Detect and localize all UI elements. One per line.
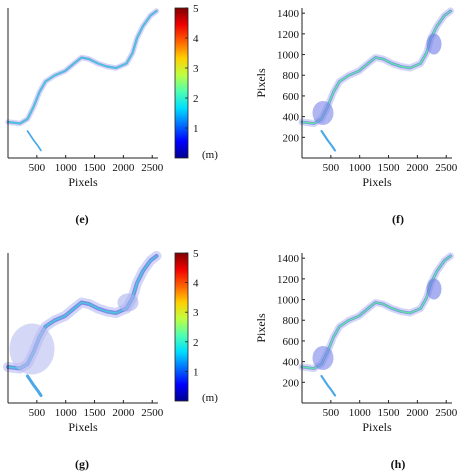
- colorbar: 1 2 3 4 5 (m): [174, 3, 218, 161]
- panel-caption: (g): [75, 457, 89, 471]
- river-branch: [320, 129, 337, 152]
- deep-area: [312, 346, 334, 370]
- x-tick-label: 2500: [141, 162, 164, 174]
- panel-caption: (f): [392, 212, 404, 226]
- colorbar-tick-label: 4: [193, 278, 199, 290]
- x-axis-title: Pixels: [68, 175, 98, 189]
- y-axis-title: Pixels: [254, 313, 268, 343]
- y-tick-label: 1400: [277, 8, 300, 20]
- river-thalweg: [7, 10, 158, 125]
- depth-map-g: [3, 251, 162, 397]
- y-tick-label: 600: [283, 91, 300, 103]
- colorbar-tick-label: 1: [193, 123, 199, 135]
- river-channel: [6, 9, 158, 125]
- y-tick-label: 800: [283, 70, 300, 82]
- panel-caption: (e): [75, 212, 88, 226]
- x-tick-label: 2000: [406, 162, 429, 174]
- x-axis-title: Pixels: [362, 175, 392, 189]
- x-tick-label: 2000: [406, 407, 429, 419]
- y-tick-label: 400: [283, 112, 300, 124]
- deep-area: [426, 33, 442, 55]
- colorbar-unit: (m): [202, 392, 218, 404]
- x-tick-label: 1000: [55, 162, 78, 174]
- x-axis-title: Pixels: [68, 420, 98, 434]
- depth-map-h: [298, 252, 454, 397]
- y-tick-label: 1200: [277, 274, 300, 286]
- y-tick-label: 1200: [277, 29, 300, 41]
- x-tick-label: 2000: [112, 162, 135, 174]
- y-tick-label: 1400: [277, 253, 300, 265]
- river-branch: [26, 130, 42, 152]
- panel-g: 500 1000 1500 2000 2500 Pixels (g) 1 2 3 4 5 (m): [3, 248, 218, 471]
- x-tick-label: 500: [29, 162, 46, 174]
- x-tick-label: 500: [323, 407, 340, 419]
- y-tick-label: 800: [283, 315, 300, 327]
- colorbar-tick-label: 4: [193, 33, 199, 45]
- colorbar-tick-label: 2: [193, 93, 199, 105]
- x-tick-label: 1500: [378, 162, 401, 174]
- x-tick-label: 2500: [141, 407, 164, 419]
- x-tick-label: 1500: [84, 162, 107, 174]
- y-tick-label: 200: [283, 132, 300, 144]
- flood-area: [9, 323, 55, 375]
- deep-area: [312, 101, 334, 125]
- x-tick-label: 1000: [349, 407, 372, 419]
- colorbar-tick-label: 2: [193, 337, 199, 349]
- colorbar-tick-label: 5: [193, 3, 199, 15]
- y-axis-title: Pixels: [254, 68, 268, 98]
- colorbar-gradient: [174, 7, 189, 159]
- panel-caption: (h): [391, 457, 406, 471]
- x-tick-label: 1000: [55, 407, 78, 419]
- river-area: [5, 8, 160, 127]
- colorbar-unit: (m): [202, 149, 218, 161]
- x-tick-label: 1500: [378, 407, 401, 419]
- depth-map-f: [298, 7, 454, 152]
- river-branch: [26, 374, 43, 397]
- x-tick-label: 1000: [349, 162, 372, 174]
- y-tick-label: 1000: [277, 50, 300, 62]
- river-branch: [320, 374, 337, 397]
- panel-e: 500 1000 1500 2000 2500 Pixels (e) 1 2 3 4 5 (m): [5, 3, 218, 226]
- x-tick-label: 2000: [112, 407, 135, 419]
- colorbar-tick-label: 3: [193, 63, 199, 75]
- colorbar-gradient: [174, 252, 189, 402]
- colorbar-tick-label: 1: [193, 366, 199, 378]
- y-tick-label: 600: [283, 336, 300, 348]
- panel-h: 500 1000 1500 2000 2500 200 400 600 800 1000 1200 1…: [254, 252, 458, 471]
- x-axis-title: Pixels: [362, 420, 392, 434]
- x-tick-label: 500: [323, 162, 340, 174]
- panel-f: 500 1000 1500 2000 2500 200 400 600 800 1000 1200 1…: [254, 7, 458, 226]
- x-tick-label: 2500: [435, 162, 458, 174]
- depth-map-e: [5, 8, 160, 152]
- y-tick-label: 1000: [277, 295, 300, 307]
- y-tick-label: 400: [283, 357, 300, 369]
- x-tick-label: 500: [29, 407, 46, 419]
- colorbar-tick-label: 5: [193, 248, 199, 260]
- colorbar: 1 2 3 4 5 (m): [174, 248, 218, 404]
- y-tick-label: 200: [283, 377, 300, 389]
- flood-area: [117, 293, 139, 312]
- deep-area: [426, 278, 442, 300]
- x-tick-label: 1500: [84, 407, 107, 419]
- x-tick-label: 2500: [435, 407, 458, 419]
- colorbar-tick-label: 3: [193, 307, 199, 319]
